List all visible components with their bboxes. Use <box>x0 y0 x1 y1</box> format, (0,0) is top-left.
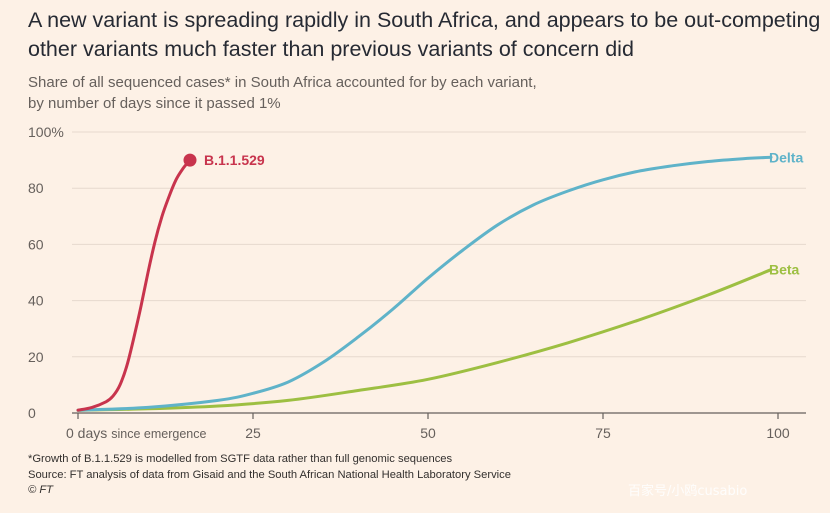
x-tick-label-50: 50 <box>420 425 436 441</box>
series-line-b-1-1-529 <box>76 158 192 412</box>
axes <box>72 412 806 419</box>
y-tick-label-0: 0 <box>28 405 36 421</box>
series-labels: Beta Delta B.1.1.529 <box>204 149 803 277</box>
tick-labels: 0 20 40 60 80 100% 0 days since emergence 25 50 75… <box>28 124 790 441</box>
grid-lines <box>72 131 806 358</box>
x-tick-label-suffix: since emergence <box>111 427 206 441</box>
x-tick-label-first: 0 days <box>66 425 107 441</box>
credit: © FT <box>28 484 54 496</box>
series-line-beta <box>76 268 773 412</box>
source-note: Source: FT analysis of data from Gisaid … <box>28 468 511 481</box>
series-lines <box>76 153 773 412</box>
series-label-delta: Delta <box>769 149 803 165</box>
chart-title: A new variant is spreading rapidly in So… <box>28 8 821 61</box>
y-tick-label-80: 80 <box>28 180 44 196</box>
chart-notes: *Growth of B.1.1.529 is modelled from SG… <box>28 452 788 499</box>
y-tick-label-60: 60 <box>28 236 44 252</box>
x-tick-label-100: 100 <box>766 425 790 441</box>
y-tick-label-40: 40 <box>28 293 44 309</box>
subtitle-line-2: by number of days since it passed 1% <box>28 95 281 112</box>
series-line-delta <box>76 155 773 412</box>
x-tick-label-75: 75 <box>595 425 611 441</box>
x-tick-label-25: 25 <box>245 425 261 441</box>
chart-subtitle: Share of all sequenced cases* in South A… <box>28 72 728 114</box>
series-label-beta: Beta <box>769 262 800 278</box>
x-tick-label-0: 0 days since emergence <box>66 425 206 441</box>
subtitle-line-1: Share of all sequenced cases* in South A… <box>28 74 537 91</box>
series-label-b-1-1-529: B.1.1.529 <box>204 152 265 168</box>
footnote: *Growth of B.1.1.529 is modelled from SG… <box>28 453 453 465</box>
y-tick-label-100: 100% <box>28 124 64 140</box>
y-tick-label-20: 20 <box>28 349 44 365</box>
watermark: 百家号/小鸥cusabio <box>628 484 748 499</box>
series-end-marker-b-1-1-529 <box>183 153 197 167</box>
